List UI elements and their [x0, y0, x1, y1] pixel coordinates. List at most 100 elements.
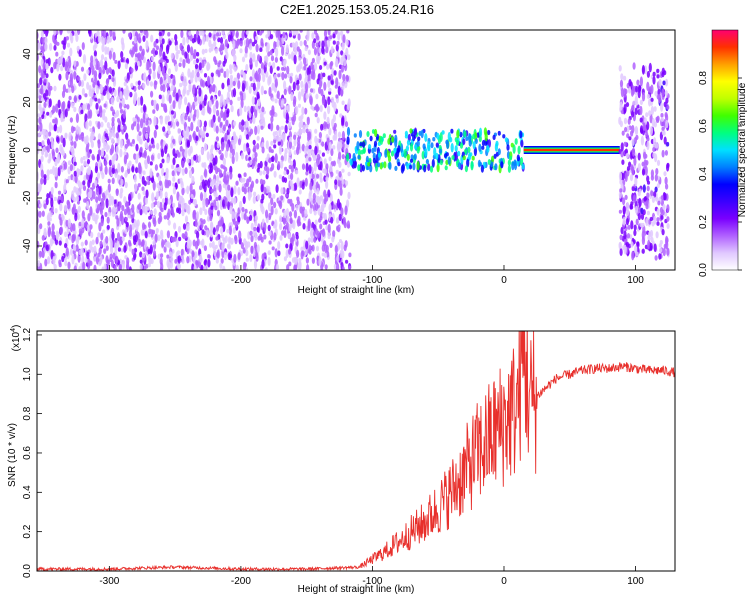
heatmap-cell: [97, 121, 101, 130]
heatmap-cell: [659, 248, 663, 253]
heatmap-cell: [347, 191, 351, 200]
heatmap-cell: [207, 258, 211, 268]
heatmap-cell: [116, 217, 120, 227]
heatmap-cell: [99, 59, 104, 69]
heatmap-cell: [631, 186, 635, 192]
heatmap-cell: [108, 212, 112, 217]
heatmap-cell: [217, 90, 221, 97]
heatmap-cell: [328, 127, 332, 136]
heatmap-cell: [397, 145, 401, 153]
heatmap-cell: [654, 186, 658, 193]
heatmap-cell: [44, 258, 48, 267]
heatmap-cell: [259, 170, 263, 176]
heatmap-cell: [653, 106, 657, 112]
heatmap-cell: [82, 103, 86, 112]
heatmap-cell: [339, 187, 343, 196]
heatmap-cell: [268, 231, 272, 237]
heatmap-cell: [321, 152, 325, 157]
heatmap-cell: [99, 106, 103, 113]
heatmap-cell: [73, 161, 77, 166]
heatmap-cell: [37, 133, 41, 138]
heatmap-cell: [346, 126, 351, 137]
heatmap-cell: [182, 88, 186, 97]
heatmap-cell: [223, 112, 227, 118]
heatmap-cell: [298, 121, 302, 129]
heatmap-cell: [275, 263, 279, 270]
heatmap-cell: [645, 160, 649, 166]
snr-x-tick-label: -300: [99, 576, 119, 587]
heatmap-cell: [263, 234, 267, 240]
heatmap-cell: [299, 30, 303, 33]
heatmap-cell: [78, 94, 82, 100]
heatmap-cell: [47, 57, 51, 67]
heatmap-cell: [122, 30, 126, 34]
heatmap-cell: [67, 175, 71, 181]
heatmap-cell: [156, 200, 161, 208]
heatmap-cell: [57, 190, 62, 195]
heatmap-cell: [256, 194, 260, 201]
heatmap-cell: [154, 50, 158, 56]
heatmap-cell: [248, 176, 252, 183]
heatmap-cell: [404, 134, 408, 139]
heatmap-cell: [137, 192, 141, 200]
heatmap-cell: [60, 65, 64, 72]
heatmap-cell: [642, 184, 646, 193]
heatmap-cell: [91, 246, 95, 253]
heatmap-cell: [96, 153, 100, 163]
heatmap-cell: [78, 266, 82, 270]
heatmap-cell: [144, 251, 149, 256]
heatmap-cell: [361, 164, 365, 172]
heatmap-cell: [276, 90, 280, 100]
heatmap-cell: [139, 146, 143, 153]
heatmap-cell: [661, 126, 665, 131]
heatmap-cell: [252, 148, 256, 152]
heatmap-cell: [243, 143, 247, 152]
heatmap-cell: [247, 191, 251, 201]
heatmap-cell: [104, 46, 108, 55]
heatmap-cell: [500, 161, 504, 169]
heatmap-cell: [189, 54, 194, 61]
heatmap-cell: [184, 51, 188, 59]
heatmap-cell: [62, 57, 66, 68]
heatmap-cell: [177, 225, 182, 233]
heatmap-cell: [219, 127, 223, 133]
heatmap-cell: [275, 47, 279, 58]
heatmap-cell: [272, 193, 276, 199]
heatmap-cell: [639, 125, 644, 134]
heatmap-cell: [643, 196, 647, 202]
heatmap-cell: [650, 169, 655, 178]
heatmap-cell: [153, 99, 157, 106]
heatmap-cell: [241, 82, 245, 92]
heatmap-cell: [305, 82, 309, 93]
heatmap-cell: [622, 205, 626, 216]
heatmap-cell: [209, 242, 213, 248]
heatmap-cell: [257, 54, 261, 62]
heatmap-cell: [64, 243, 68, 249]
heatmap-cell: [630, 130, 634, 137]
heatmap-cell: [276, 39, 280, 48]
heatmap-cell: [125, 221, 129, 228]
heatmap-cell: [288, 148, 292, 157]
heatmap-cell: [645, 112, 649, 118]
heatmap-cell: [294, 257, 298, 264]
heatmap-cell: [145, 113, 149, 119]
heatmap-cell: [290, 165, 294, 173]
heatmap-cell: [203, 191, 207, 200]
heatmap-cell: [308, 192, 312, 202]
heatmap-cell: [305, 123, 309, 128]
heatmap-cell: [336, 219, 340, 224]
heatmap-cell: [218, 194, 222, 201]
heatmap-cell: [625, 208, 630, 217]
heatmap-cell: [652, 71, 656, 77]
heatmap-cell: [167, 219, 171, 226]
heatmap-cell: [195, 126, 199, 133]
heatmap-cell: [664, 90, 668, 97]
heatmap-cell: [37, 260, 41, 267]
heatmap-cell: [111, 69, 115, 77]
heatmap-cell: [653, 215, 657, 225]
heatmap-cell: [307, 151, 311, 159]
heatmap-cell: [281, 230, 285, 236]
heatmap-cell: [94, 180, 98, 187]
heatmap-cell: [124, 62, 128, 70]
heatmap-cell: [77, 76, 81, 81]
